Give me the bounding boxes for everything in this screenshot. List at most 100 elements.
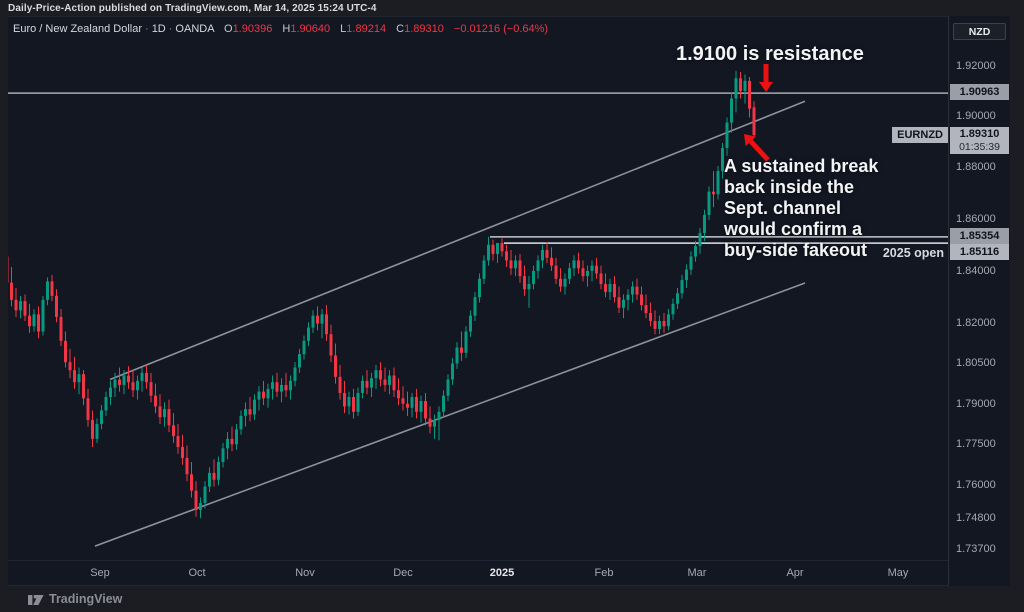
candle-body	[581, 268, 585, 277]
candle-body	[73, 370, 76, 383]
time-tick-may: May	[887, 567, 909, 579]
candle-body	[77, 374, 81, 383]
candle-body	[559, 278, 562, 287]
candle-body	[446, 379, 450, 396]
candle-body	[437, 411, 441, 420]
candle-body	[676, 293, 679, 304]
candle-body	[716, 171, 720, 195]
candle-body	[487, 244, 490, 261]
candle-body	[55, 295, 58, 317]
candle-body	[235, 429, 238, 445]
price-tick: 1.86000	[956, 212, 996, 225]
candle-body	[82, 374, 85, 399]
open-value: 1.90396	[232, 23, 273, 35]
candle-body	[280, 384, 283, 392]
candle-body	[590, 265, 594, 271]
candle-body	[604, 284, 607, 292]
candle-body	[149, 382, 153, 396]
candle-body	[523, 276, 526, 290]
candle-body	[406, 403, 409, 408]
candle-body	[491, 244, 495, 254]
candle-body	[662, 320, 666, 327]
candle-body	[145, 372, 148, 383]
interval-label[interactable]: 1D	[151, 23, 166, 35]
close-prefix: C	[396, 23, 405, 35]
candle-body	[739, 78, 742, 91]
candle-body	[203, 486, 207, 504]
candle-body	[748, 80, 751, 109]
time-tick-oct: Oct	[188, 567, 206, 579]
candle-body	[667, 314, 670, 327]
candle-body	[586, 270, 589, 277]
swing-high-price-label: 1.85354	[950, 227, 1009, 244]
chart-canvas[interactable]	[8, 17, 948, 561]
candle-body	[262, 391, 265, 399]
candle-body	[680, 280, 684, 294]
bar-countdown: 01:35:39	[959, 141, 1000, 154]
low-prefix: L	[340, 23, 347, 35]
candle-body	[338, 376, 342, 393]
low-value: 1.89214	[346, 23, 387, 35]
candle-body	[685, 269, 688, 281]
candle-body	[32, 314, 36, 327]
candle-body	[478, 278, 481, 298]
price-tick: 1.90000	[956, 109, 996, 122]
tradingview-logo-icon	[28, 594, 44, 605]
candle-body	[28, 315, 31, 327]
chart-legend: Euro / New Zealand Dollar · 1D · OANDA O1.90…	[13, 23, 549, 35]
candle-body	[608, 284, 612, 292]
time-tick-nov: Nov	[295, 567, 315, 579]
candle-body	[518, 260, 522, 277]
candle-body	[500, 242, 504, 252]
candle-body	[104, 396, 108, 411]
tradingview-logo-link[interactable]: TradingView	[28, 592, 122, 606]
candle-body	[388, 375, 391, 385]
candle-body	[131, 382, 135, 391]
candle-body	[370, 378, 373, 388]
candle-body	[199, 503, 202, 510]
candle-body	[325, 314, 328, 335]
candle-body	[257, 391, 261, 400]
candle-body	[577, 260, 580, 269]
candle-body	[68, 362, 72, 371]
candle-body	[473, 297, 477, 316]
candle-body	[415, 396, 418, 412]
candle-body	[379, 370, 382, 380]
candle-body	[730, 98, 733, 123]
candle-body	[185, 457, 189, 475]
price-axis[interactable]: NZD 1.90963 1.89310 01:35:39 1.85354 1.8…	[948, 16, 1010, 586]
resistance-price-label: 1.90963	[950, 84, 1009, 101]
candle-body	[239, 415, 243, 430]
candle-body	[455, 347, 459, 364]
candle-body	[671, 303, 675, 315]
candle-body	[100, 410, 103, 424]
candle-body	[136, 380, 139, 391]
arrow-fakeout-head	[744, 134, 756, 147]
year-open-label: 2025 open	[882, 245, 944, 260]
candle-body	[352, 396, 355, 412]
candle-body	[550, 257, 553, 266]
candle-body	[482, 260, 486, 279]
candle-body	[568, 268, 571, 279]
price-tick: 1.73700	[956, 542, 996, 555]
time-tick-sep: Sep	[90, 567, 110, 579]
candle-body	[401, 398, 405, 404]
candle-body	[527, 284, 531, 290]
time-axis[interactable]: Sep Oct Nov Dec 2025 Feb Mar Apr May	[8, 560, 948, 586]
candle-body	[230, 438, 234, 445]
price-tick: 1.92000	[956, 59, 996, 72]
candle-body	[392, 375, 396, 391]
currency-button[interactable]: NZD	[953, 23, 1006, 40]
candle-body	[397, 390, 400, 399]
candle-body	[127, 375, 130, 383]
symbol-title[interactable]: Euro / New Zealand Dollar	[13, 23, 143, 35]
candle-body	[275, 382, 279, 392]
candle-body	[649, 313, 652, 321]
candle-body	[536, 260, 540, 271]
candle-body	[37, 314, 40, 332]
candle-body	[167, 409, 171, 426]
candle-body	[302, 340, 306, 355]
candle-body	[59, 316, 63, 341]
candle-body	[113, 379, 117, 388]
chart-pane[interactable]: Euro / New Zealand Dollar · 1D · OANDA O1.90…	[8, 16, 948, 560]
